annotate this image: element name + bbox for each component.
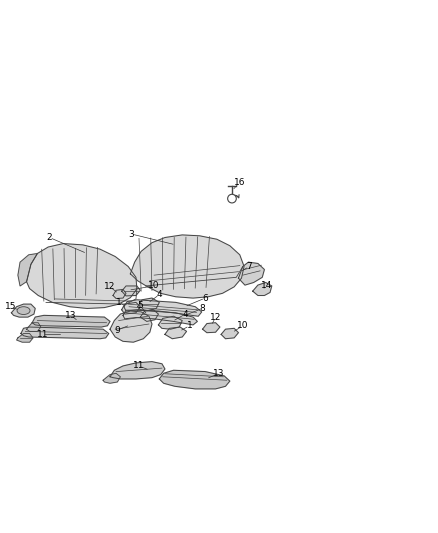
Polygon shape [113, 289, 126, 298]
Text: 12: 12 [210, 312, 221, 321]
Polygon shape [123, 310, 198, 325]
Polygon shape [110, 361, 165, 379]
Polygon shape [221, 328, 238, 338]
Text: 11: 11 [37, 330, 48, 339]
Polygon shape [17, 334, 33, 342]
Text: 15: 15 [5, 302, 16, 311]
Text: 1: 1 [116, 298, 122, 307]
Text: 7: 7 [247, 262, 252, 271]
Polygon shape [202, 322, 220, 333]
Text: 11: 11 [133, 361, 145, 370]
Polygon shape [110, 311, 152, 342]
Polygon shape [21, 327, 109, 338]
Polygon shape [103, 373, 120, 383]
Text: 12: 12 [104, 282, 116, 292]
Text: 1: 1 [187, 321, 192, 330]
Polygon shape [122, 302, 140, 314]
Polygon shape [159, 316, 182, 329]
Polygon shape [159, 370, 230, 389]
Polygon shape [165, 327, 187, 338]
Polygon shape [18, 254, 37, 286]
Text: 9: 9 [114, 326, 120, 335]
Text: 10: 10 [237, 321, 248, 330]
Polygon shape [138, 298, 159, 311]
Text: 4: 4 [156, 290, 162, 299]
Polygon shape [11, 304, 35, 317]
Circle shape [228, 195, 236, 203]
Text: 14: 14 [261, 280, 272, 289]
Text: 8: 8 [200, 304, 205, 313]
Polygon shape [253, 282, 272, 295]
Polygon shape [27, 322, 41, 332]
Polygon shape [122, 286, 140, 296]
Polygon shape [140, 310, 159, 321]
Polygon shape [32, 316, 110, 327]
Polygon shape [124, 300, 202, 316]
Ellipse shape [17, 306, 30, 314]
Text: 2: 2 [47, 233, 52, 242]
Text: 3: 3 [129, 230, 134, 239]
Text: 6: 6 [202, 294, 208, 303]
Text: 10: 10 [148, 281, 159, 290]
Text: 16: 16 [234, 177, 246, 187]
Text: 13: 13 [65, 311, 77, 320]
Polygon shape [27, 244, 137, 309]
Polygon shape [238, 262, 265, 285]
FancyArrowPatch shape [235, 195, 239, 198]
Text: 4: 4 [183, 310, 188, 319]
Polygon shape [131, 235, 244, 298]
Text: 5: 5 [138, 301, 143, 310]
Text: 13: 13 [213, 369, 225, 378]
